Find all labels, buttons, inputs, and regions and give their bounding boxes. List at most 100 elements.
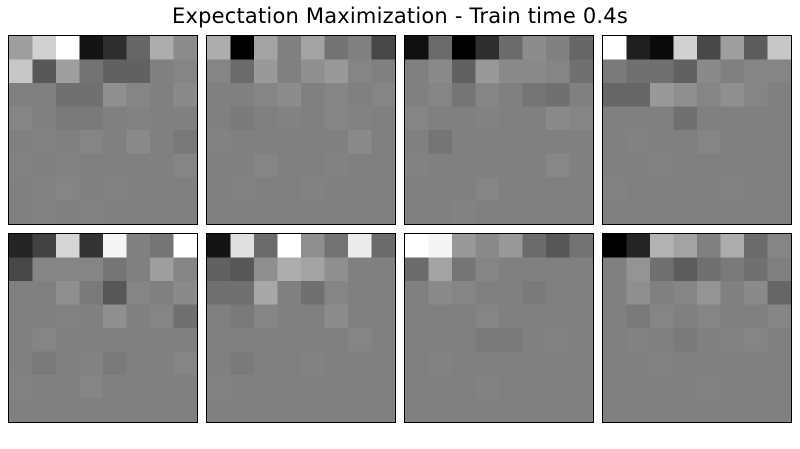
pixel-cell	[499, 106, 524, 131]
pixel-cell	[126, 130, 151, 155]
pixel-cell	[348, 257, 373, 282]
pixel-cell	[720, 36, 745, 61]
pixel-cell	[9, 398, 34, 422]
pixel-cell	[428, 153, 453, 178]
component-1-image	[8, 35, 198, 225]
pixel-cell	[428, 328, 453, 353]
pixel-cell	[522, 328, 547, 353]
pixel-cell	[546, 281, 571, 306]
pixel-cell	[673, 351, 698, 376]
pixel-cell	[277, 177, 302, 202]
pixel-cell	[744, 83, 769, 108]
pixel-cell	[371, 106, 395, 131]
pixel-cell	[56, 200, 81, 224]
chart-title: Expectation Maximization - Train time 0.…	[171, 4, 628, 28]
pixel-cell	[277, 36, 302, 61]
pixel-cell	[301, 130, 326, 155]
pixel-cell	[603, 83, 628, 108]
pixel-cell	[452, 234, 477, 259]
pixel-cell	[626, 200, 651, 224]
pixel-cell	[301, 153, 326, 178]
pixel-cell	[452, 106, 477, 131]
pixel-cell	[673, 130, 698, 155]
pixel-cell	[9, 351, 34, 376]
pixel-cell	[277, 328, 302, 353]
pixel-cell	[301, 83, 326, 108]
pixel-cell	[150, 375, 175, 400]
pixel-cell	[546, 257, 571, 282]
pixel-cell	[626, 177, 651, 202]
pixel-cell	[56, 351, 81, 376]
pixel-cell	[546, 351, 571, 376]
pixel-cell	[603, 200, 628, 224]
pixel-cell	[254, 83, 279, 108]
pixel-cell	[348, 281, 373, 306]
pixel-cell	[277, 351, 302, 376]
pixel-cell	[301, 234, 326, 259]
pixel-cell	[301, 328, 326, 353]
pixel-cell	[767, 328, 791, 353]
pixel-cell	[626, 398, 651, 422]
pixel-cell	[499, 200, 524, 224]
pixel-cell	[254, 304, 279, 329]
pixel-cell	[79, 200, 104, 224]
pixel-cell	[79, 398, 104, 422]
pixel-cell	[150, 59, 175, 84]
pixel-cell	[546, 106, 571, 131]
pixel-cell	[428, 106, 453, 131]
pixel-cell	[56, 375, 81, 400]
pixel-cell	[650, 36, 675, 61]
pixel-cell	[126, 59, 151, 84]
pixel-cell	[522, 59, 547, 84]
pixel-cell	[767, 177, 791, 202]
pixel-cell	[56, 83, 81, 108]
pixel-cell	[673, 106, 698, 131]
pixel-cell	[324, 153, 349, 178]
pixel-cell	[126, 375, 151, 400]
pixel-cell	[126, 83, 151, 108]
pixel-cell	[32, 59, 57, 84]
pixel-cell	[230, 328, 255, 353]
pixel-cell	[348, 153, 373, 178]
pixel-cell	[428, 59, 453, 84]
pixel-cell	[230, 83, 255, 108]
pixel-cell	[230, 200, 255, 224]
pixel-cell	[126, 234, 151, 259]
pixel-cell	[452, 281, 477, 306]
pixel-cell	[207, 328, 232, 353]
pixel-cell	[207, 106, 232, 131]
pixel-cell	[744, 106, 769, 131]
pixel-cell	[650, 106, 675, 131]
pixel-cell	[697, 328, 722, 353]
pixel-cell	[126, 398, 151, 422]
pixel-cell	[475, 234, 500, 259]
pixel-cell	[173, 281, 197, 306]
pixel-cell	[697, 398, 722, 422]
pixel-cell	[499, 257, 524, 282]
pixel-cell	[371, 130, 395, 155]
pixel-cell	[9, 36, 34, 61]
pixel-cell	[277, 200, 302, 224]
pixel-cell	[475, 398, 500, 422]
pixel-cell	[32, 304, 57, 329]
pixel-cell	[522, 200, 547, 224]
pixel-cell	[569, 200, 593, 224]
pixel-cell	[405, 130, 430, 155]
pixel-cell	[697, 375, 722, 400]
pixel-cell	[79, 304, 104, 329]
pixel-cell	[720, 200, 745, 224]
pixel-cell	[9, 304, 34, 329]
pixel-cell	[720, 328, 745, 353]
pixel-cell	[230, 36, 255, 61]
pixel-cell	[32, 281, 57, 306]
pixel-cell	[32, 375, 57, 400]
pixel-cell	[626, 36, 651, 61]
pixel-cell	[405, 153, 430, 178]
pixel-cell	[126, 106, 151, 131]
pixel-cell	[371, 59, 395, 84]
pixel-cell	[230, 304, 255, 329]
pixel-cell	[499, 375, 524, 400]
pixel-cell	[32, 351, 57, 376]
pixel-cell	[150, 200, 175, 224]
pixel-cell	[103, 130, 128, 155]
